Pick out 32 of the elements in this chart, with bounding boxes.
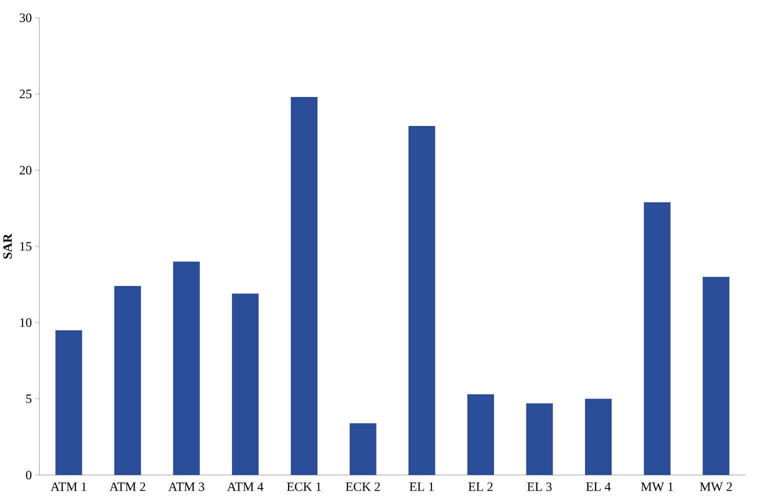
bar xyxy=(350,423,376,476)
bar xyxy=(702,277,730,476)
bar xyxy=(467,394,494,476)
x-tick-label: ATM 1 xyxy=(50,482,86,492)
x-tick-label: EL 3 xyxy=(527,482,552,492)
bar xyxy=(644,202,671,476)
y-tick-label: 25 xyxy=(20,90,32,98)
bar xyxy=(526,404,553,476)
y-tick-label: 15 xyxy=(20,242,32,251)
y-tick-label: 20 xyxy=(20,166,32,175)
x-tick-label: ECK 1 xyxy=(286,482,321,492)
y-tick-label: 10 xyxy=(20,318,32,328)
bar xyxy=(114,286,141,476)
x-tick-label: ATM 4 xyxy=(227,482,264,492)
x-tick-label: EL 1 xyxy=(410,482,434,492)
y-tick-label: 30 xyxy=(20,14,32,22)
bar xyxy=(55,330,82,476)
x-tick-label: ATM 2 xyxy=(109,482,146,492)
x-tick-label: EL 4 xyxy=(586,482,611,492)
bar xyxy=(232,294,259,476)
y-tick-label: 0 xyxy=(26,470,32,480)
bar xyxy=(173,262,200,476)
y-tick-label: 5 xyxy=(26,394,32,404)
bar xyxy=(408,126,436,476)
bar xyxy=(290,97,318,476)
x-tick-label: ECK 2 xyxy=(346,482,380,492)
y-axis-title: SAR xyxy=(3,234,12,259)
bar xyxy=(585,398,612,476)
x-tick-label: MW 2 xyxy=(700,482,732,492)
x-tick-label: EL 2 xyxy=(468,482,493,492)
x-tick-label: MW 1 xyxy=(641,482,673,492)
x-tick-label: ATM 3 xyxy=(168,482,204,492)
